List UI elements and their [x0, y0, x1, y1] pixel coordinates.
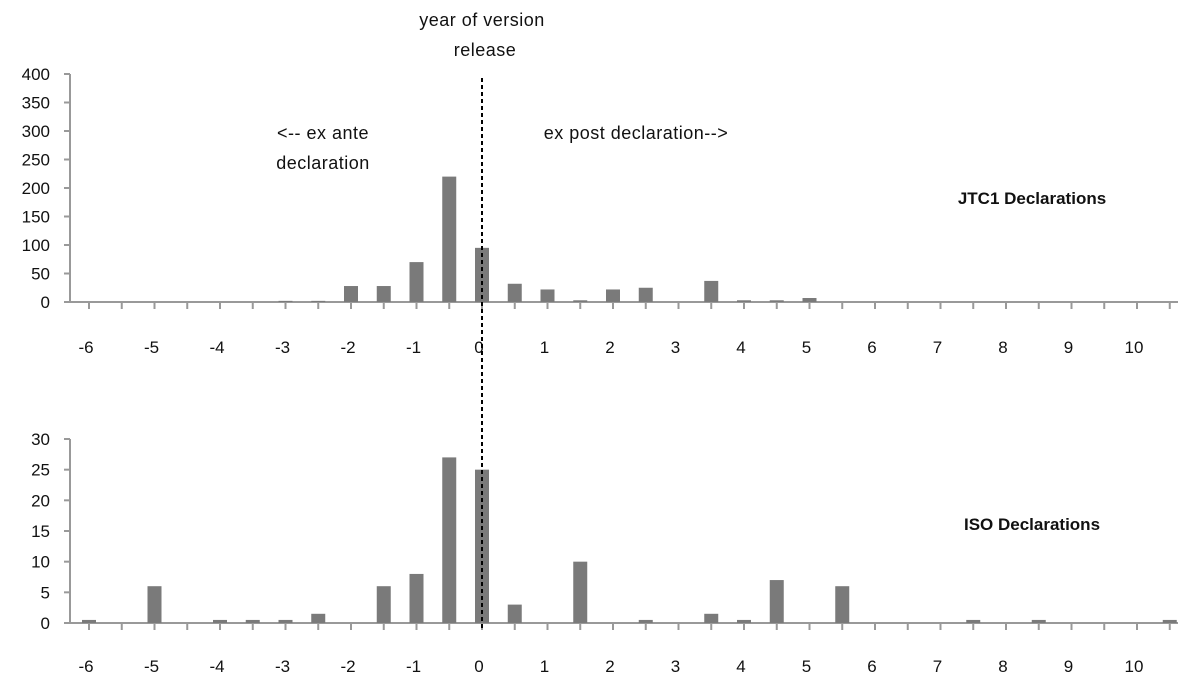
y-tick-label: 50	[31, 265, 50, 284]
bar	[213, 619, 227, 623]
x-tick-label: 10	[1125, 338, 1144, 357]
bar	[409, 262, 424, 302]
bar	[278, 619, 293, 623]
bar	[802, 298, 817, 302]
y-tick-label: 0	[41, 614, 50, 633]
x-tick-label: 2	[605, 338, 614, 357]
x-tick-label: -5	[144, 338, 159, 357]
bar	[1162, 619, 1177, 623]
x-tick-label: 10	[1125, 657, 1144, 676]
x-tick-label: 6	[867, 657, 876, 676]
bar	[82, 619, 96, 623]
bar	[376, 586, 391, 623]
y-tick-label: 150	[22, 208, 50, 227]
bar	[606, 289, 620, 302]
x-tick-label: -2	[340, 338, 355, 357]
x-tick-label: 1	[540, 657, 549, 676]
bar	[1031, 619, 1046, 623]
x-tick-label: 1	[540, 338, 549, 357]
x-tick-label: 9	[1064, 657, 1073, 676]
bar	[737, 619, 751, 623]
x-tick-label: -1	[406, 338, 421, 357]
x-tick-label: 5	[802, 338, 811, 357]
x-tick-label: -6	[78, 657, 93, 676]
x-tick-label: -3	[275, 657, 290, 676]
bar	[376, 286, 391, 302]
x-tick-label: 6	[867, 338, 876, 357]
x-tick-label: 9	[1064, 338, 1073, 357]
x-tick-label: 4	[736, 338, 745, 357]
bar	[442, 176, 457, 302]
bar	[835, 586, 850, 623]
x-tick-label: 2	[605, 657, 614, 676]
bar	[540, 289, 555, 302]
bar	[704, 280, 719, 302]
bar	[638, 619, 653, 623]
y-tick-label: 0	[41, 293, 50, 312]
y-tick-label: 350	[22, 94, 50, 113]
y-tick-label: 250	[22, 151, 50, 170]
x-tick-label: 7	[933, 657, 942, 676]
bar	[507, 604, 522, 623]
bar	[311, 300, 326, 302]
bar	[311, 613, 326, 623]
bar	[442, 457, 457, 623]
x-tick-label: 0	[474, 657, 483, 676]
bar	[573, 300, 588, 302]
bar	[769, 580, 784, 623]
bar	[278, 300, 293, 302]
y-tick-label: 200	[22, 179, 50, 198]
jtc1-panel: 0 50 100 150 200 250 300 350 400 -6 -5 -4 -3 -2 -1 0 1 2 3…	[22, 65, 1178, 357]
release-annotation-line1: year of version	[419, 10, 545, 30]
expost-annotation: ex post declaration-->	[544, 123, 729, 143]
x-tick-label: -6	[78, 338, 93, 357]
y-tick-label: 10	[31, 553, 50, 572]
iso-panel: 0 5 10 15 20 25 30 -6 -5 -4 -3 -2 -1 0 1 2 3 4 5 6 7 8 9 10 ISO …	[31, 430, 1178, 676]
bar	[966, 619, 981, 623]
x-tick-label: 8	[998, 657, 1007, 676]
series-label: ISO Declarations	[964, 515, 1100, 534]
series-label: JTC1 Declarations	[958, 189, 1106, 208]
x-tick-label: -5	[144, 657, 159, 676]
x-tick-label: -4	[209, 338, 224, 357]
y-tick-label: 300	[22, 122, 50, 141]
release-annotation-line2: release	[454, 40, 517, 60]
bar	[507, 283, 522, 302]
y-tick-label: 20	[31, 491, 50, 510]
x-tick-label: -3	[275, 338, 290, 357]
x-tick-label: 3	[671, 657, 680, 676]
y-tick-label: 100	[22, 236, 50, 255]
x-tick-label: 4	[736, 657, 745, 676]
x-tick-label: 5	[802, 657, 811, 676]
y-tick-label: 15	[31, 522, 50, 541]
x-tick-label: 8	[998, 338, 1007, 357]
exante-annotation-line2: declaration	[276, 153, 370, 173]
x-tick-label: -4	[209, 657, 224, 676]
y-tick-label: 25	[31, 461, 50, 480]
bar	[769, 300, 784, 302]
bar	[147, 586, 162, 623]
bar	[245, 619, 260, 623]
x-tick-label: 7	[933, 338, 942, 357]
y-tick-label: 5	[41, 583, 50, 602]
bar	[737, 300, 751, 302]
exante-annotation-line1: <-- ex ante	[277, 123, 369, 143]
bar	[704, 613, 719, 623]
x-tick-label: -1	[406, 657, 421, 676]
x-tick-label: 3	[671, 338, 680, 357]
bar	[344, 286, 358, 302]
x-tick-label: -2	[340, 657, 355, 676]
y-tick-label: 400	[22, 65, 50, 84]
bar	[573, 561, 588, 623]
x-tick-label: 0	[474, 338, 483, 357]
bar	[409, 573, 424, 623]
bar	[475, 469, 489, 623]
bar	[638, 287, 653, 302]
y-tick-label: 30	[31, 430, 50, 449]
